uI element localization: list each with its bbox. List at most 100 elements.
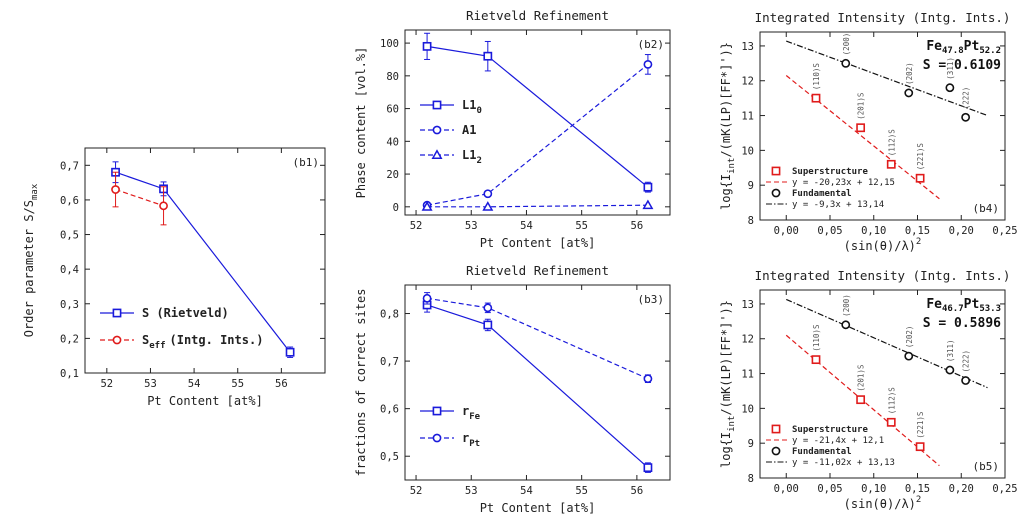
series-0: (110)S (201)S (112)S (221)S <box>811 63 925 183</box>
y-tick-label: 100 <box>380 38 399 50</box>
data-point <box>643 463 653 473</box>
series-1 <box>422 54 653 210</box>
x-tick-label: 55 <box>575 485 588 497</box>
y-tick-label: 13 <box>741 299 754 311</box>
series-line <box>426 297 649 380</box>
reflection-label: (110)S <box>812 324 821 352</box>
x-tick-label: 56 <box>275 378 288 390</box>
legend-marker <box>112 308 122 318</box>
legend-label: y = -11,02x + 13,13 <box>792 458 895 468</box>
y-tick-label: 0,3 <box>60 299 79 311</box>
legend-marker <box>112 335 122 345</box>
reflection-label: (200) <box>842 294 851 317</box>
y-axis-label: log{Iint/(mK(LP)[FF*]')} <box>719 42 737 210</box>
s-value-label: S = 0.6109 <box>923 58 1001 73</box>
series-line <box>115 171 291 353</box>
x-tick-label: 54 <box>520 220 533 232</box>
reflection-label: (311) <box>946 57 955 80</box>
data-point <box>841 58 851 68</box>
plot-frame <box>84 147 326 374</box>
composition-el2: Pt <box>964 39 980 54</box>
composition-el1: Fe <box>926 297 942 312</box>
composition-n1: 47.8 <box>942 46 964 56</box>
data-point <box>856 395 866 405</box>
y-tick-label: 60 <box>386 104 399 116</box>
series-line <box>426 45 649 188</box>
y-tick-label: 9 <box>748 180 754 192</box>
y-tick-label: 0,7 <box>380 356 399 368</box>
legend-label-main: L1 <box>462 148 476 162</box>
composition-n2: 52.2 <box>979 46 1001 56</box>
legend-marker <box>771 166 781 176</box>
data-point <box>904 88 914 98</box>
y-axis-label-tail: /(mK(LP)[FF*]')} <box>719 42 733 158</box>
chart-title: Integrated Intensity (Intg. Ints.) <box>755 268 1011 283</box>
legend-label-tail: (Intg. Ints.) <box>170 333 264 347</box>
data-point <box>159 201 168 211</box>
x-tick-label: 0,05 <box>817 483 842 495</box>
legend-label-main: S <box>142 333 149 347</box>
composition-label: Fe47.8Pt52.2 <box>926 39 1001 56</box>
data-point <box>483 303 493 313</box>
y-axis-label-main: fractions of correct sites <box>354 289 368 477</box>
y-tick-label: 0,2 <box>60 333 79 345</box>
composition-n1: 46.7 <box>942 304 964 314</box>
x-tick-label: 0,10 <box>861 483 886 495</box>
legend-label: S (Rietveld) <box>142 306 229 320</box>
legend-label-main: L1 <box>462 98 476 112</box>
composition-label: Fe46.7Pt53.3 <box>926 297 1001 314</box>
series-1 <box>422 292 653 384</box>
x-tick-label: 0,20 <box>949 483 974 495</box>
y-tick-label: 40 <box>386 136 399 148</box>
data-point <box>886 159 896 169</box>
legend-label: rFe <box>462 404 481 422</box>
series-0 <box>422 297 653 473</box>
legend-label-sub: 2 <box>476 156 481 166</box>
data-point <box>483 51 493 61</box>
y-axis-label-tail: /(mK(LP)[FF*]')} <box>719 300 733 416</box>
data-point <box>811 93 821 103</box>
data-point <box>483 189 493 199</box>
x-tick-label: 54 <box>520 485 533 497</box>
series-1 <box>111 171 168 226</box>
legend-label-main: A1 <box>462 123 476 137</box>
y-tick-label: 0,5 <box>60 230 79 242</box>
x-tick-label: 0,25 <box>992 483 1017 495</box>
data-point <box>482 201 494 211</box>
x-tick-label: 0,20 <box>949 225 974 237</box>
series-1: (200) (202) (311) (222) <box>841 294 971 385</box>
y-tick-label: 0,4 <box>60 264 79 276</box>
y-axis-label: Order parameter S/Smax <box>22 183 40 337</box>
x-tick-label: 55 <box>575 220 588 232</box>
series-line <box>426 63 649 206</box>
chart-b5: Integrated Intensity (Intg. Ints.) 0,00 0,… <box>719 268 1018 511</box>
x-axis-label-main: (sin(θ)/λ) <box>844 239 916 253</box>
data-point <box>945 365 955 375</box>
x-axis-label-sup: 2 <box>916 237 921 247</box>
y-tick-label: 0,5 <box>380 451 399 463</box>
composition-el2: Pt <box>964 297 980 312</box>
reflection-label: (201)S <box>857 364 866 392</box>
y-tick-label: 12 <box>741 76 754 88</box>
chart-b1: 52 53 54 55 56 0,1 0,2 0,3 0,4 0,5 0,6 0,7 Pt Conten… <box>22 147 326 408</box>
fit-line <box>786 40 988 117</box>
reflection-label: (222) <box>962 87 971 110</box>
reflection-label: (112)S <box>887 387 896 415</box>
legend-label: y = -20,23x + 12,15 <box>792 178 895 188</box>
x-tick-label: 54 <box>188 378 201 390</box>
data-point <box>886 417 896 427</box>
legend-label: Seff (Intg. Ints.) <box>142 333 263 351</box>
y-tick-label: 13 <box>741 41 754 53</box>
legend-marker <box>431 149 443 159</box>
legend-label: rPt <box>462 431 480 449</box>
data-point <box>643 59 653 69</box>
x-tick-label: 0,05 <box>817 225 842 237</box>
y-axis-label-sub: max <box>30 183 40 200</box>
data-point <box>285 347 295 357</box>
y-tick-label: 0,8 <box>380 309 399 321</box>
plot-frame <box>759 289 1006 479</box>
data-point <box>421 201 433 211</box>
